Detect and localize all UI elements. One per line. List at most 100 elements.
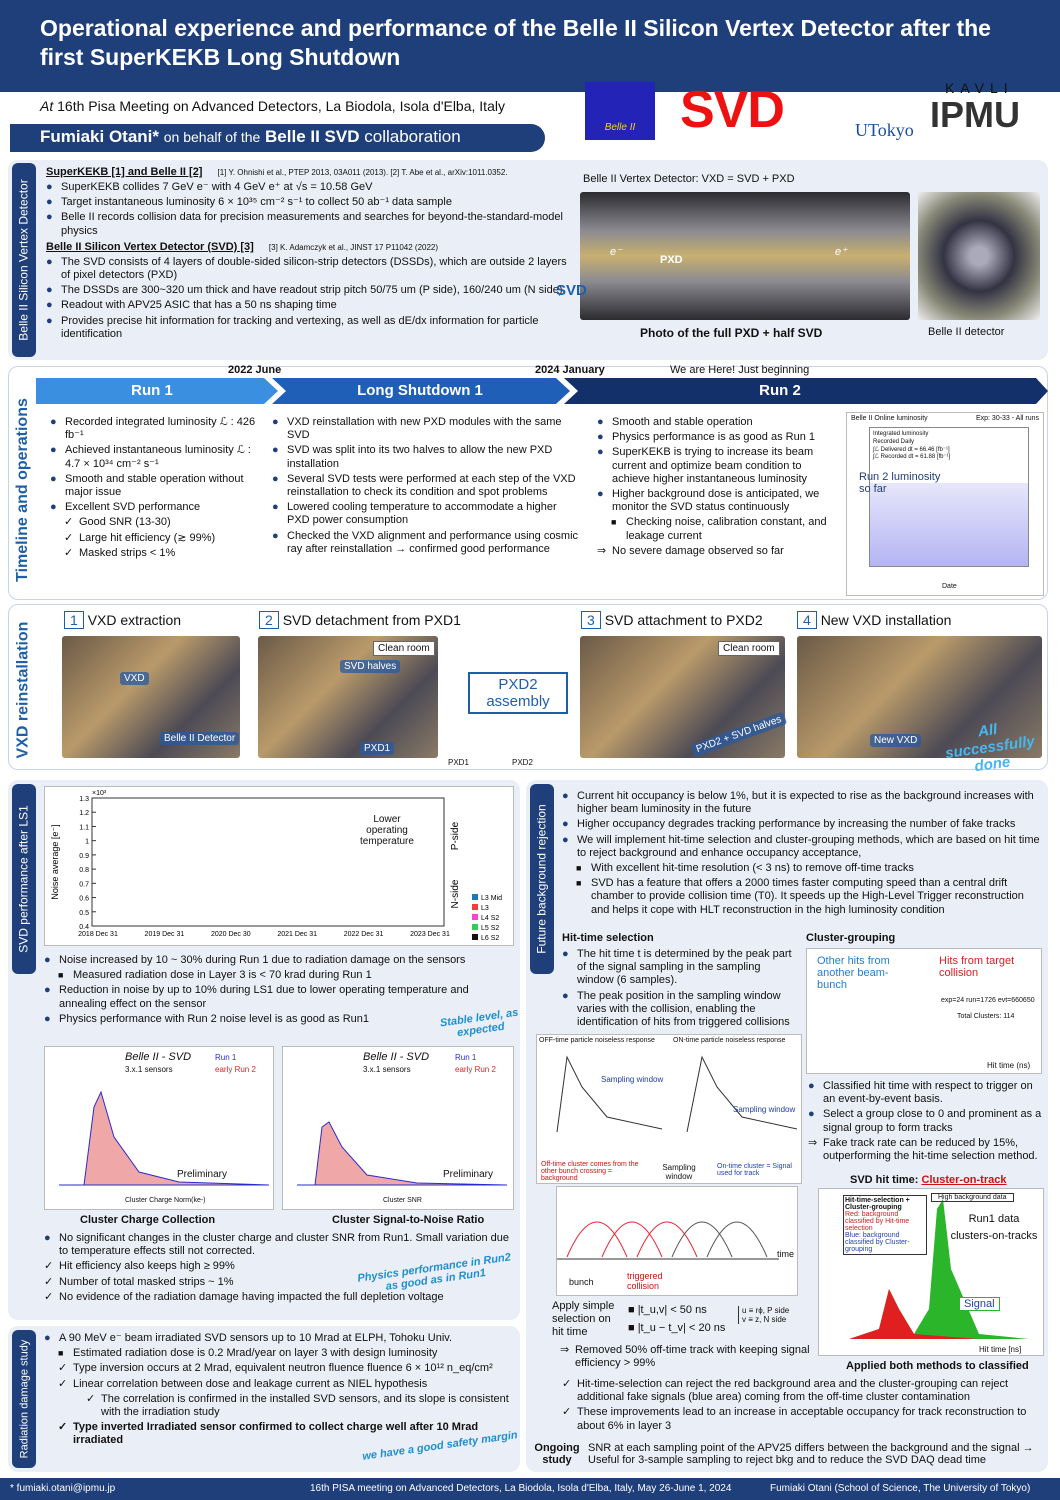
list-item: Recorded integrated luminosity ℒ : 426 f…: [50, 416, 260, 442]
list-item: Type inversion occurs at 2 Mrad, equival…: [58, 1362, 514, 1375]
step: 4 New VXD installation: [797, 611, 951, 629]
legend-item: Hit-time-selection + Cluster-grouping: [845, 1197, 910, 1211]
phase-ls1: [272, 378, 570, 404]
hittime-legend: Hit-time-selection + Cluster-grouping Red…: [843, 1195, 927, 1255]
cut-text: |t_u,v| < 50 ns: [637, 1304, 707, 1316]
apply-label: Apply simple selection on hit time: [552, 1300, 615, 1339]
off-note: Off-time cluster comes from the other bu…: [541, 1161, 639, 1182]
list: VXD reinstallation with new PXD modules …: [272, 416, 582, 556]
photo-label: Belle II Detector: [160, 732, 240, 745]
logo-belle: Belle II: [585, 82, 655, 140]
y-tick-label: 0.7: [79, 881, 89, 888]
list: Checking noise, calibration constant, an…: [611, 516, 842, 542]
plot-exp: Exp: 30-33 - All runs: [975, 415, 1039, 422]
date: 2024 January: [535, 364, 605, 376]
legend-item: ∫ℒ Recorded dt = 61.88 [fb⁻¹]: [873, 454, 951, 461]
legend-swatch: [472, 904, 478, 910]
side-label: Timeline and operations: [10, 390, 36, 590]
window-label: Sampling window: [662, 1163, 696, 1181]
list: Removed 50% off-time track with keeping …: [560, 1344, 810, 1370]
legend-swatch: [472, 924, 478, 930]
author: Fumiaki Otani*: [40, 127, 160, 146]
list-item: SuperKEKB is trying to increase its beam…: [597, 446, 842, 486]
on-note: On-time cluster = Signal used for track: [717, 1163, 792, 1177]
logo-svd: SVD: [680, 81, 785, 139]
list-item: Current hit occupancy is below 1%, but i…: [562, 790, 1044, 816]
plot-title: OFF-time particle noiseless response: [539, 1037, 655, 1044]
phase-run2: [564, 378, 1048, 404]
detector-photo: [918, 192, 1040, 320]
positron-label: e⁺: [835, 246, 847, 258]
step: 3 SVD attachment to PXD2: [581, 611, 763, 629]
signal-label: Signal: [959, 1297, 1000, 1311]
step-num: 3: [581, 611, 601, 629]
list: A 90 MeV e⁻ beam irradiated SVD sensors …: [44, 1332, 514, 1345]
phase-label: Run 1: [131, 382, 173, 399]
list-item: Excellent SVD performance: [50, 501, 260, 514]
title: Operational experience and performance o…: [40, 15, 991, 70]
y-tick-label: 1.3: [79, 796, 89, 803]
photo: [258, 636, 438, 758]
heading: SuperKEKB [1] and Belle II [2]: [46, 166, 203, 178]
list-item: Target instantaneous luminosity 6 × 10³⁵…: [46, 196, 576, 209]
svd-label: SVD: [556, 282, 587, 299]
hist-shape: [297, 1121, 507, 1186]
list: Hit-time-selection can reject the red ba…: [562, 1378, 1044, 1433]
cut-text: |t_u − t_v| < 20 ns: [637, 1321, 726, 1334]
legend-label: L4 S2: [481, 915, 499, 922]
list: Measured radiation dose in Layer 3 is < …: [58, 969, 514, 982]
preliminary: Preliminary: [443, 1169, 494, 1180]
venue-prefix: At: [40, 98, 54, 114]
list-item: Hit efficiency also keeps high ≥ 99%: [44, 1260, 514, 1273]
list-item: SVD was split into its two halves to all…: [272, 444, 582, 470]
legend-item: Recorded Daily: [873, 438, 915, 445]
hist-snr: Belle II - SVD 3.x.1 sensors Run 1 early…: [282, 1046, 514, 1210]
hist-title: Belle II - SVD: [363, 1051, 430, 1063]
heading: Belle II Silicon Vertex Detector (SVD) […: [46, 240, 254, 253]
legend-item: Run 1: [455, 1053, 477, 1062]
list-item: Masked strips < 1%: [64, 547, 260, 560]
hittime-link: Cluster-on-track: [921, 1174, 1007, 1186]
list-item: A 90 MeV e⁻ beam irradiated SVD sensors …: [44, 1332, 514, 1345]
uv: u ≡ rϕ, P side: [742, 1306, 790, 1315]
x-tick-label: 2020 Dec 30: [211, 931, 251, 938]
list-item: No severe damage observed so far: [597, 545, 842, 558]
list-item: Higher background dose is anticipated, w…: [597, 488, 842, 514]
caption: Cluster Charge Collection: [80, 1214, 216, 1226]
list: The SVD consists of 4 layers of double-s…: [46, 256, 576, 341]
list-item: We will implement hit-time selection and…: [562, 834, 1044, 860]
x-label: Date: [942, 583, 957, 590]
x-tick-label: 2021 Dec 31: [277, 931, 317, 938]
legend-label: L5 S2: [481, 925, 499, 932]
uv: v ≡ z, N side: [742, 1315, 787, 1324]
list-item: Removed 50% off-time track with keeping …: [560, 1344, 810, 1370]
list-item: Number of total masked strips ~ 1%: [44, 1276, 514, 1289]
list-item: Checking noise, calibration constant, an…: [611, 516, 842, 542]
list-item: Large hit efficiency (≳ 99%): [64, 532, 260, 545]
step-num: 4: [797, 611, 817, 629]
plot-note: Run 2 luminosity so far: [859, 471, 941, 495]
side-label: Future background rejection: [530, 784, 554, 974]
list-item: Type inverted Irradiated sensor confirme…: [58, 1421, 514, 1447]
cut: ■ |t_u − t_v| < 20 ns: [628, 1321, 726, 1334]
list-item: Reduction in noise by up to 10% during L…: [44, 984, 514, 1010]
plot-area: [869, 427, 1029, 567]
list-item: The DSSDs are 300~320 um thick and have …: [46, 284, 576, 297]
list-item: The correlation is confirmed in the inst…: [86, 1393, 514, 1419]
side-label: N-side: [450, 879, 461, 908]
side-text: Timeline and operations: [14, 398, 31, 582]
step-num: 2: [259, 611, 279, 629]
y-tick-label: 0.5: [79, 910, 89, 917]
list-item: Smooth and stable operation without majo…: [50, 473, 260, 499]
step: 2 SVD detachment from PXD1: [259, 611, 461, 629]
x-tick-label: 2019 Dec 31: [145, 931, 185, 938]
list: Hit efficiency also keeps high ≥ 99% Numb…: [44, 1260, 514, 1304]
list-item: Belle II records collision data for prec…: [46, 211, 576, 237]
on-behalf: on behalf of the: [163, 129, 261, 145]
list: Type inverted Irradiated sensor confirme…: [58, 1421, 514, 1447]
email: * fumiaki.otani@ipmu.jp: [10, 1483, 116, 1494]
response-plots: OFF-time particle noiseless response ON-…: [536, 1034, 802, 1184]
list-item: Classified hit time with respect to trig…: [808, 1080, 1044, 1106]
refs: [1] Y. Ohnishi et al., PTEP 2013, 03A011…: [217, 168, 508, 177]
